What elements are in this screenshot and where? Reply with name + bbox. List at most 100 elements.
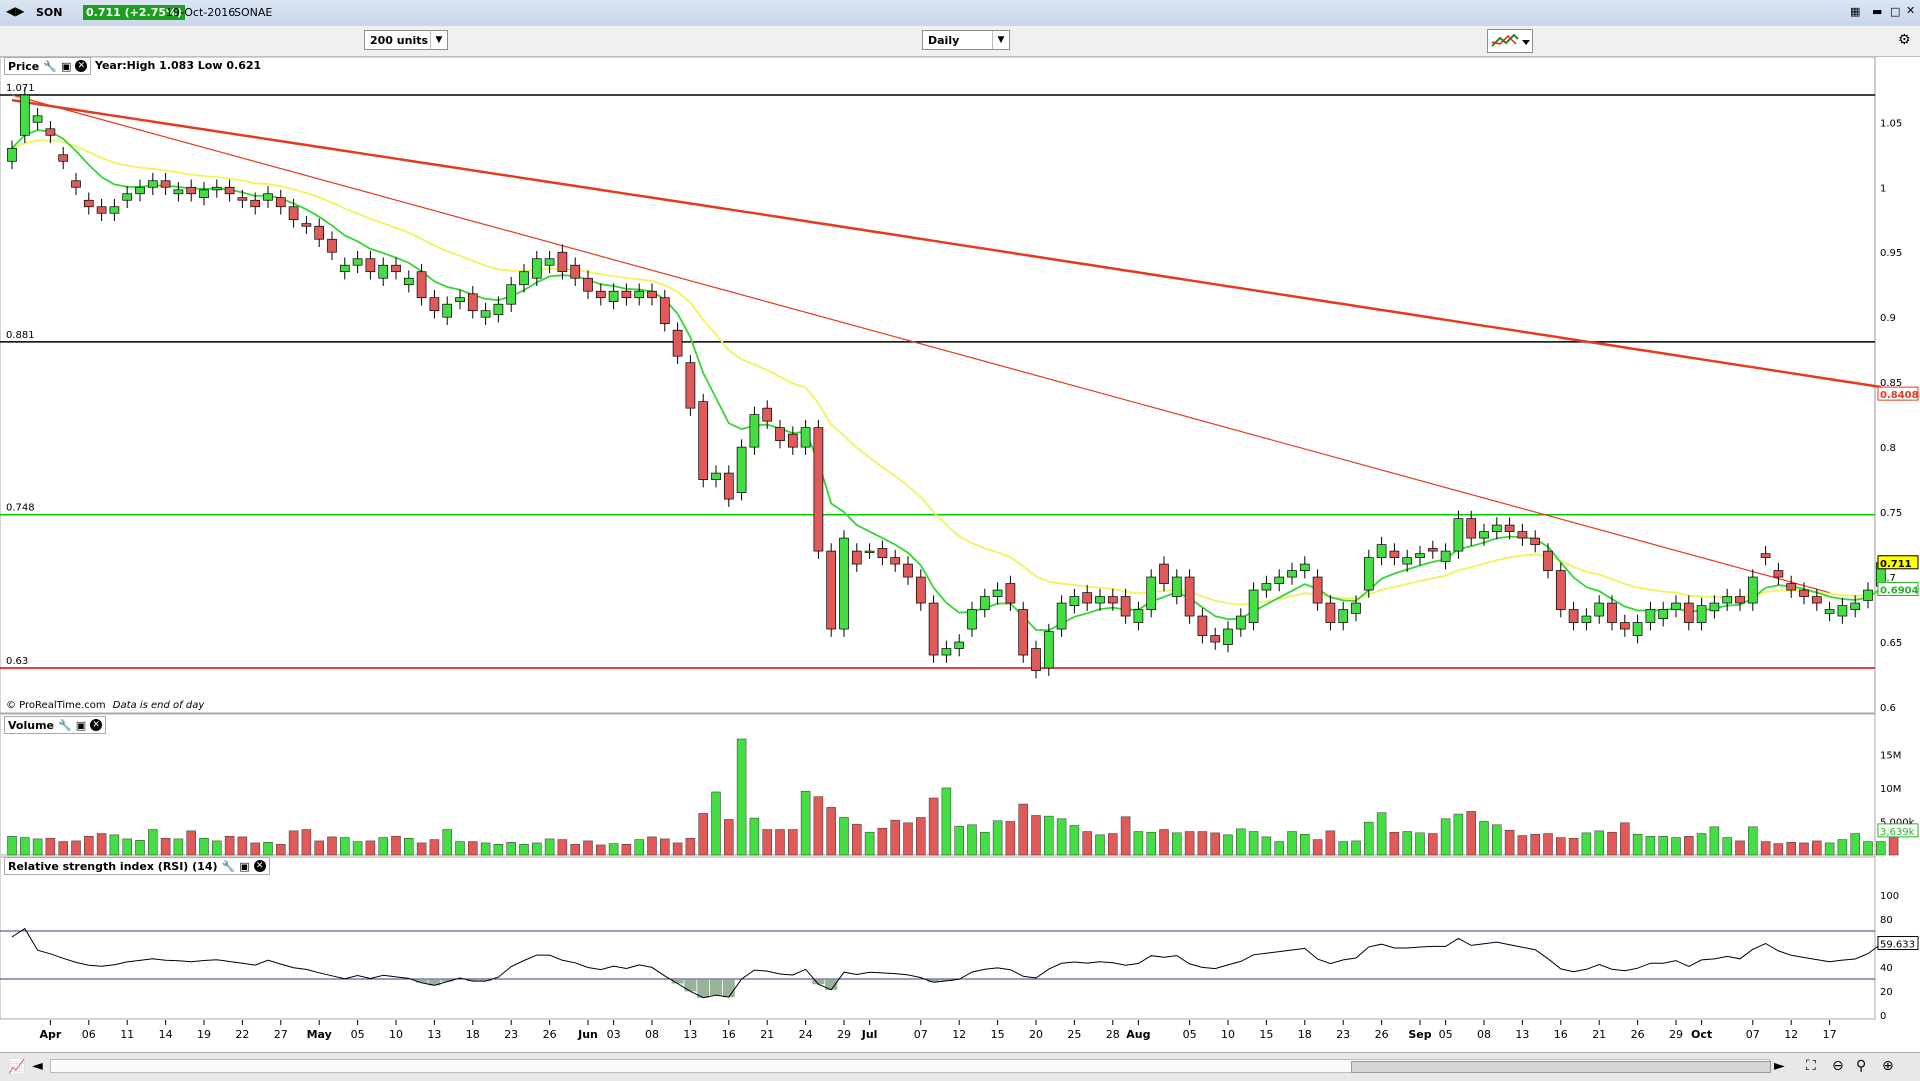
candle xyxy=(1274,576,1285,584)
volume-bar xyxy=(7,835,17,856)
volume-bar xyxy=(1722,837,1732,856)
scroll-left-icon[interactable]: ◄ xyxy=(32,1058,43,1074)
close-icon[interactable]: ✕ xyxy=(90,719,103,731)
candle xyxy=(711,472,721,480)
candle xyxy=(493,303,504,315)
x-tick-label: 18 xyxy=(466,1028,480,1041)
x-tick-label: 06 xyxy=(82,1028,96,1041)
trendline xyxy=(11,94,1830,594)
window-icon[interactable]: ▣ xyxy=(75,718,87,732)
x-tick-label: Sep xyxy=(1408,1028,1431,1041)
period-dropdown[interactable]: Daily ▼ xyxy=(922,30,1010,50)
ma-200-line xyxy=(11,98,1881,389)
volume-bar xyxy=(1594,830,1604,856)
candle xyxy=(1466,518,1477,539)
volume-bar xyxy=(1773,843,1784,856)
candle xyxy=(135,186,145,195)
price-tick-label: 0.9 xyxy=(1880,313,1896,324)
close-icon[interactable]: ✕ xyxy=(1906,4,1916,17)
candle xyxy=(903,563,913,578)
scrollbar-thumb[interactable] xyxy=(1351,1061,1771,1073)
zoom-out-icon[interactable]: ⊖ xyxy=(1832,1058,1844,1074)
zoom-reset-icon[interactable]: ⚲ xyxy=(1856,1058,1867,1074)
candle xyxy=(1607,602,1617,623)
volume-bar xyxy=(852,823,862,856)
candle xyxy=(378,264,389,279)
candle xyxy=(634,290,645,299)
x-tick-label: 11 xyxy=(120,1028,134,1041)
volume-bar xyxy=(724,819,734,856)
x-tick-label: 08 xyxy=(1477,1028,1491,1041)
candle xyxy=(1056,602,1067,630)
volume-bar xyxy=(980,831,990,856)
maximize-icon[interactable]: □ xyxy=(1890,5,1901,18)
x-tick-label: Apr xyxy=(39,1028,61,1041)
rsi-tick-label: 0 xyxy=(1880,1011,1886,1022)
candle xyxy=(109,206,120,214)
volume-bar xyxy=(608,843,619,856)
back-icon[interactable]: ◀▶ xyxy=(6,4,25,18)
candle xyxy=(1811,596,1822,604)
wrench-icon[interactable]: 🔧 xyxy=(58,718,72,732)
rsi-panel: 10080604020059.633 xyxy=(0,856,1919,1022)
volume-bar xyxy=(698,813,708,856)
rsi-tick-label: 20 xyxy=(1880,987,1893,998)
x-axis-bg xyxy=(0,1020,1875,1050)
candle xyxy=(1159,563,1169,584)
price-tick-label: 1 xyxy=(1880,183,1886,194)
zoom-fit-icon[interactable]: ⛶ xyxy=(1806,1058,1816,1074)
value-label: 0.8408 xyxy=(1880,390,1919,401)
symbol-label: SON xyxy=(36,6,63,19)
minimize-icon[interactable]: ▬ xyxy=(1872,5,1883,18)
keyboard-icon[interactable]: ▦ xyxy=(1850,5,1861,18)
volume-bar xyxy=(1005,821,1016,856)
candle xyxy=(1747,576,1758,604)
volume-bar xyxy=(1607,831,1617,856)
volume-bar xyxy=(1197,831,1208,856)
candle xyxy=(1082,592,1093,604)
volume-bar xyxy=(1210,832,1220,856)
wrench-icon[interactable]: 🔧 xyxy=(221,859,236,873)
horizontal-scrollbar[interactable] xyxy=(50,1059,1771,1073)
volume-bar xyxy=(519,844,529,856)
volume-bar xyxy=(1133,831,1144,856)
candle xyxy=(173,189,184,195)
volume-bar xyxy=(455,841,465,856)
candle xyxy=(7,147,17,162)
close-icon[interactable]: ✕ xyxy=(253,860,266,872)
candle xyxy=(877,548,888,558)
window-icon[interactable]: ▣ xyxy=(60,59,72,73)
volume-bar xyxy=(1684,835,1694,856)
volume-bar xyxy=(224,835,235,856)
volume-bar xyxy=(1479,821,1489,856)
volume-bar xyxy=(1876,841,1886,856)
volume-bar xyxy=(788,829,798,856)
close-icon[interactable]: ✕ xyxy=(75,60,88,72)
wrench-icon[interactable]: 🔧 xyxy=(43,59,57,73)
settings-icon[interactable]: ⚙ xyxy=(1898,32,1911,48)
volume-bar xyxy=(109,834,120,856)
volume-bar xyxy=(84,835,94,856)
price-tick-label: 0.8 xyxy=(1880,443,1896,454)
candle xyxy=(1722,596,1733,604)
volume-bar xyxy=(1850,833,1860,856)
rsi-oversold-fill xyxy=(415,979,966,998)
chart-icon[interactable]: 📈 xyxy=(8,1059,26,1075)
candle xyxy=(1402,557,1413,565)
volume-bar xyxy=(1274,841,1284,856)
scroll-right-icon[interactable]: ► xyxy=(1774,1058,1785,1074)
zoom-in-icon[interactable]: ⊕ xyxy=(1882,1058,1894,1074)
candle xyxy=(915,576,926,604)
candle xyxy=(71,180,81,188)
rsi-line xyxy=(11,927,1882,999)
volume-bar xyxy=(416,842,427,856)
price-panel-title: Price xyxy=(8,59,40,73)
volume-bar xyxy=(1504,829,1515,856)
volume-bar xyxy=(864,831,875,856)
units-dropdown[interactable]: 200 units ▼ xyxy=(364,30,448,50)
volume-bar xyxy=(1645,835,1656,856)
window-icon[interactable]: ▣ xyxy=(239,859,250,873)
candle xyxy=(429,297,440,312)
volume-bar xyxy=(826,807,836,856)
chart-style-button[interactable] xyxy=(1487,29,1533,53)
